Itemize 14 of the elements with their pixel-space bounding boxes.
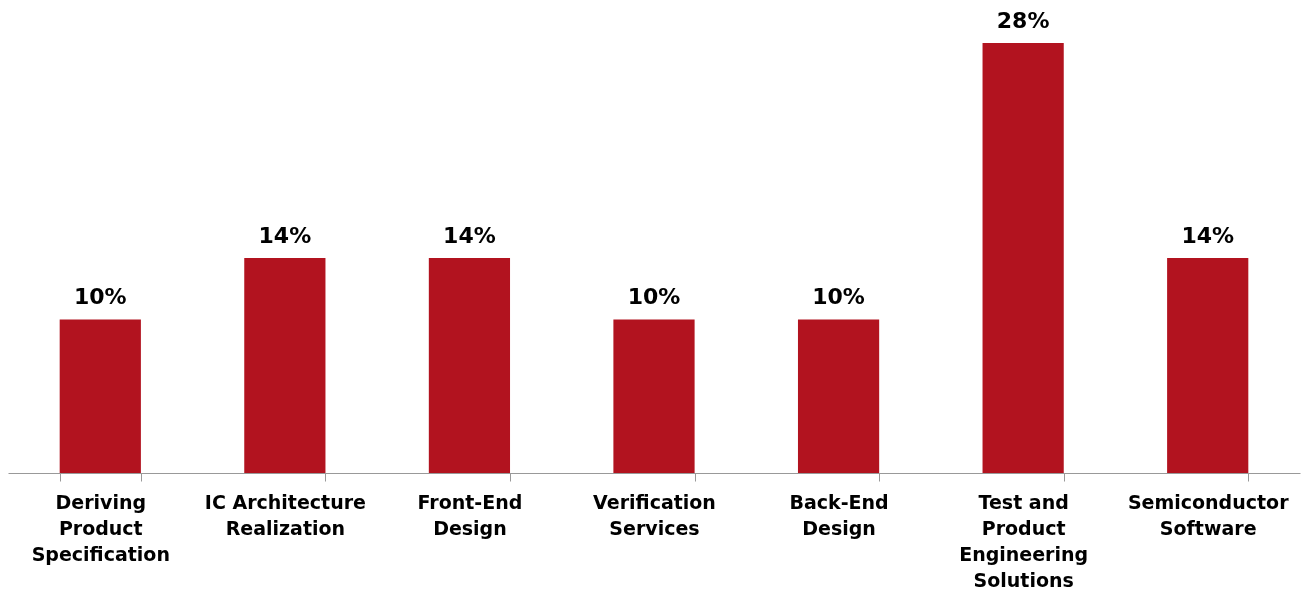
- data-label: 10%: [627, 284, 681, 310]
- x-tick-label: Test and Product Engineering Solutions: [959, 490, 1089, 591]
- data-label: 10%: [73, 284, 127, 310]
- x-tick-label: Back-End Design: [789, 490, 889, 539]
- data-label: 14%: [1181, 223, 1235, 248]
- x-tick-label: IC Architecture Realization: [204, 490, 366, 539]
- data-label: 28%: [996, 8, 1050, 33]
- x-tick-label: Deriving Product Specification: [31, 490, 170, 565]
- data-label: 14%: [443, 223, 496, 248]
- x-tick-label: Front-End Design: [417, 490, 523, 539]
- data-label: 10%: [812, 284, 865, 310]
- data-label: 14%: [258, 223, 312, 248]
- x-tick-label: Verification Services: [593, 490, 716, 539]
- x-tick-label: Semiconductor Software: [1127, 490, 1290, 539]
